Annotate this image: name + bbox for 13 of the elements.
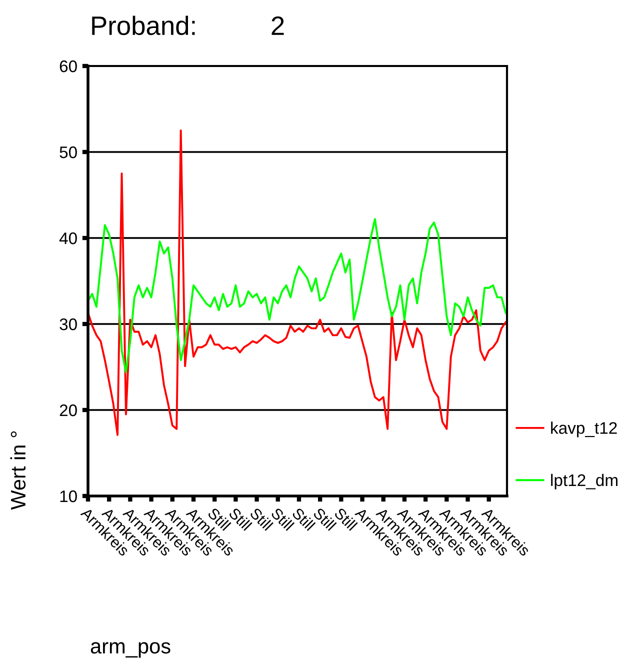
legend-label: kavp_t12 bbox=[551, 422, 617, 438]
x-axis-title: arm_pos bbox=[90, 642, 170, 658]
legend-label: lpt12_dm bbox=[551, 474, 618, 490]
line-series bbox=[88, 130, 507, 436]
y-tick-label: 60 bbox=[60, 60, 77, 72]
y-tick-label: 30 bbox=[60, 318, 77, 330]
y-tick-label: 20 bbox=[60, 404, 77, 416]
y-axis-title: Wert in ° bbox=[10, 431, 26, 510]
y-tick-label: 50 bbox=[60, 146, 77, 158]
chart-title: Proband: 2 bbox=[92, 16, 284, 36]
y-tick-label: 40 bbox=[59, 232, 77, 244]
line-series bbox=[88, 218, 507, 374]
y-tick-label: 10 bbox=[60, 490, 77, 502]
